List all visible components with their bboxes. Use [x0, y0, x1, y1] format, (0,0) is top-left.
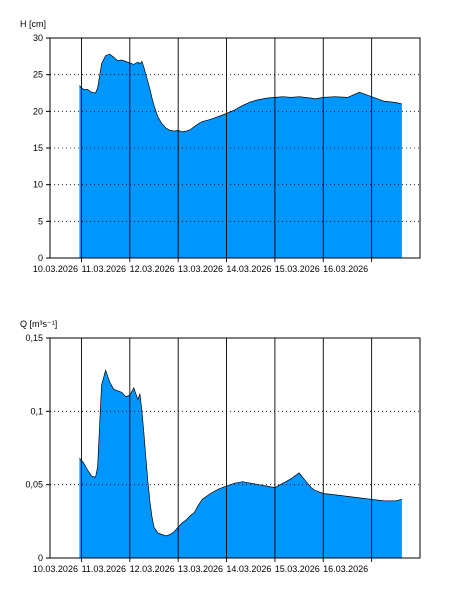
plot-frame: [49, 37, 421, 259]
y-tick-label: 0,05: [25, 480, 43, 490]
x-tick-label: 16.03.2026: [323, 264, 368, 274]
x-tick-label: 15.03.2026: [275, 264, 320, 274]
y-axis-label: Q [m³s⁻¹]: [20, 319, 57, 329]
x-tick-label: 12.03.2026: [130, 564, 175, 574]
area-fill-1: [79, 370, 402, 558]
y-tick-label: 5: [38, 216, 43, 226]
y-tick-label: 30: [33, 33, 43, 43]
x-tick-label: 13.03.2026: [178, 264, 223, 274]
x-tick-label: 13.03.2026: [178, 564, 223, 574]
y-tick-label: 10: [33, 180, 43, 190]
x-tick-label: 10.03.2026: [33, 264, 78, 274]
x-tick-label: 10.03.2026: [33, 564, 78, 574]
x-tick-label: 16.03.2026: [323, 564, 368, 574]
y-axis-label: H [cm]: [20, 19, 46, 29]
series-line-1: [79, 369, 402, 537]
y-tick-label: 0: [38, 553, 43, 563]
series-line-0: [79, 53, 402, 133]
y-tick-label: 20: [33, 106, 43, 116]
x-tick-label: 15.03.2026: [275, 564, 320, 574]
x-tick-label: 14.03.2026: [226, 564, 271, 574]
y-tick-label: 15: [33, 143, 43, 153]
x-tick-label: 11.03.2026: [82, 564, 126, 574]
area-fill-0: [79, 54, 402, 258]
y-tick-label: 0,15: [25, 333, 43, 343]
x-tick-label: 14.03.2026: [226, 264, 271, 274]
y-tick-label: 0: [38, 253, 43, 263]
y-tick-label: 0,1: [30, 406, 43, 416]
x-tick-label: 11.03.2026: [82, 264, 126, 274]
x-tick-label: 12.03.2026: [130, 264, 175, 274]
y-tick-label: 25: [33, 70, 43, 80]
plot-frame: [49, 337, 421, 559]
